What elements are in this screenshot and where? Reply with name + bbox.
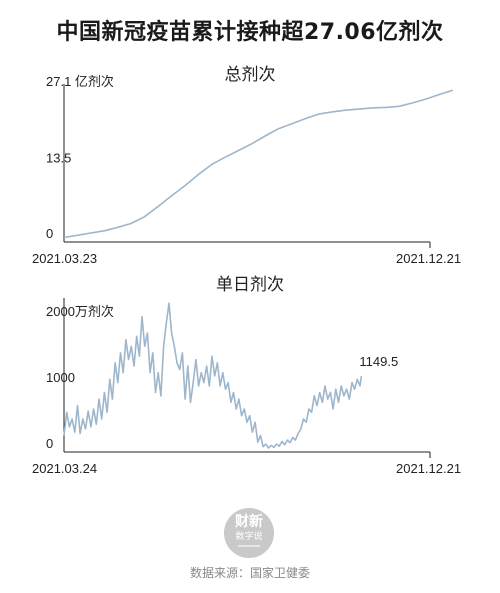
daily-y-tick-label-1: 1000: [46, 370, 75, 385]
total-y-tick-label-0: 27.1 亿剂次: [46, 74, 114, 89]
daily-x-label-start: 2021.03.24: [32, 461, 97, 476]
total-x-label-end: 2021.12.21: [396, 251, 461, 266]
total-series-line-0: [63, 89, 454, 239]
caixin-logo: 财新 数字说: [224, 508, 274, 558]
total-y-tick-label-2: 0: [46, 226, 53, 241]
logo-line2: 数字说: [235, 532, 263, 542]
total-y-tick-label-1: 13.5: [46, 150, 71, 165]
logo-line1: 财新: [235, 514, 263, 530]
daily-doses-subtitle: 单日剂次: [216, 275, 284, 295]
total-x-label-start: 2021.03.23: [32, 251, 97, 266]
logo-underline: [238, 545, 260, 547]
data-source: 数据来源：国家卫健委: [189, 566, 310, 580]
daily-series-line-0: [63, 302, 363, 449]
daily-doses-chart: 2000万剂次 1000 0 2021.03.24 2021.12.21 1149.5: [32, 298, 461, 476]
daily-y-tick-label-2: 0: [46, 436, 53, 451]
chart-title: 中国新冠疫苗累计接种超27.06亿剂次: [56, 20, 444, 45]
daily-x-label-end: 2021.12.21: [396, 461, 461, 476]
daily-y-tick-label-0: 2000万剂次: [46, 304, 114, 319]
total-doses-subtitle: 总剂次: [224, 65, 276, 85]
daily-end-value-label: 1149.5: [359, 354, 398, 369]
total-doses-chart: 27.1 亿剂次 13.5 0 2021.03.23 2021.12.21: [32, 74, 461, 266]
